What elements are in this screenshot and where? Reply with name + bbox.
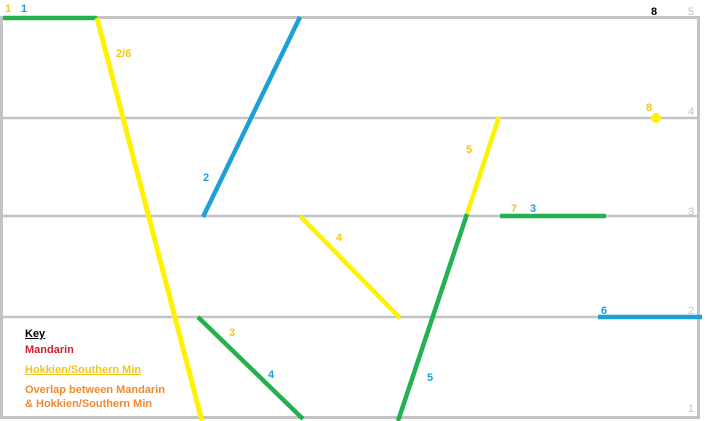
key-hokkien: Hokkien/Southern Min: [25, 364, 142, 376]
level-label-1: 1: [688, 403, 694, 415]
label-3-blue: 3: [530, 203, 536, 215]
tone-5-yellow-rise: [464, 116, 502, 215]
level-label-4: 4: [688, 106, 694, 118]
tone-2-6-yellow-fall: [94, 17, 205, 421]
key-overlap-line-2: & Hokkien/Southern Min: [25, 398, 153, 410]
label-8-black: 8: [651, 6, 657, 18]
label-1-yellow: 1: [5, 3, 11, 15]
diagram-frame: [0, 16, 700, 419]
key-mandarin: Mandarin: [25, 344, 74, 356]
label-8-yellow: 8: [646, 102, 652, 114]
tone-5-green-rise: [395, 213, 470, 421]
label-3-yellow: 3: [229, 327, 235, 339]
tone-2-blue-rise: [200, 16, 303, 218]
label-7-yellow: 7: [511, 203, 517, 215]
tone-3-green-fall: [196, 315, 305, 421]
label-4-yellow: 4: [336, 232, 343, 244]
label-4-blue: 4: [268, 369, 275, 381]
level-label-5: 5: [688, 6, 694, 18]
label-6-blue: 6: [601, 305, 607, 317]
tone-8-yellow-point: [651, 113, 661, 123]
level-label-2: 2: [688, 305, 694, 317]
tone-4-yellow-fall: [298, 214, 402, 320]
key-overlap-line-1: Overlap between Mandarin: [25, 384, 165, 396]
label-2-6-yellow: 2/6: [116, 48, 131, 60]
label-1-blue: 1: [21, 3, 27, 15]
key-legend: Key Mandarin Hokkien/Southern Min Overla…: [25, 327, 165, 411]
label-5-yellow: 5: [466, 144, 472, 156]
level-label-3: 3: [688, 206, 694, 218]
key-title: Key: [25, 328, 46, 340]
label-2-blue: 2: [203, 172, 209, 184]
label-5-blue: 5: [427, 372, 433, 384]
